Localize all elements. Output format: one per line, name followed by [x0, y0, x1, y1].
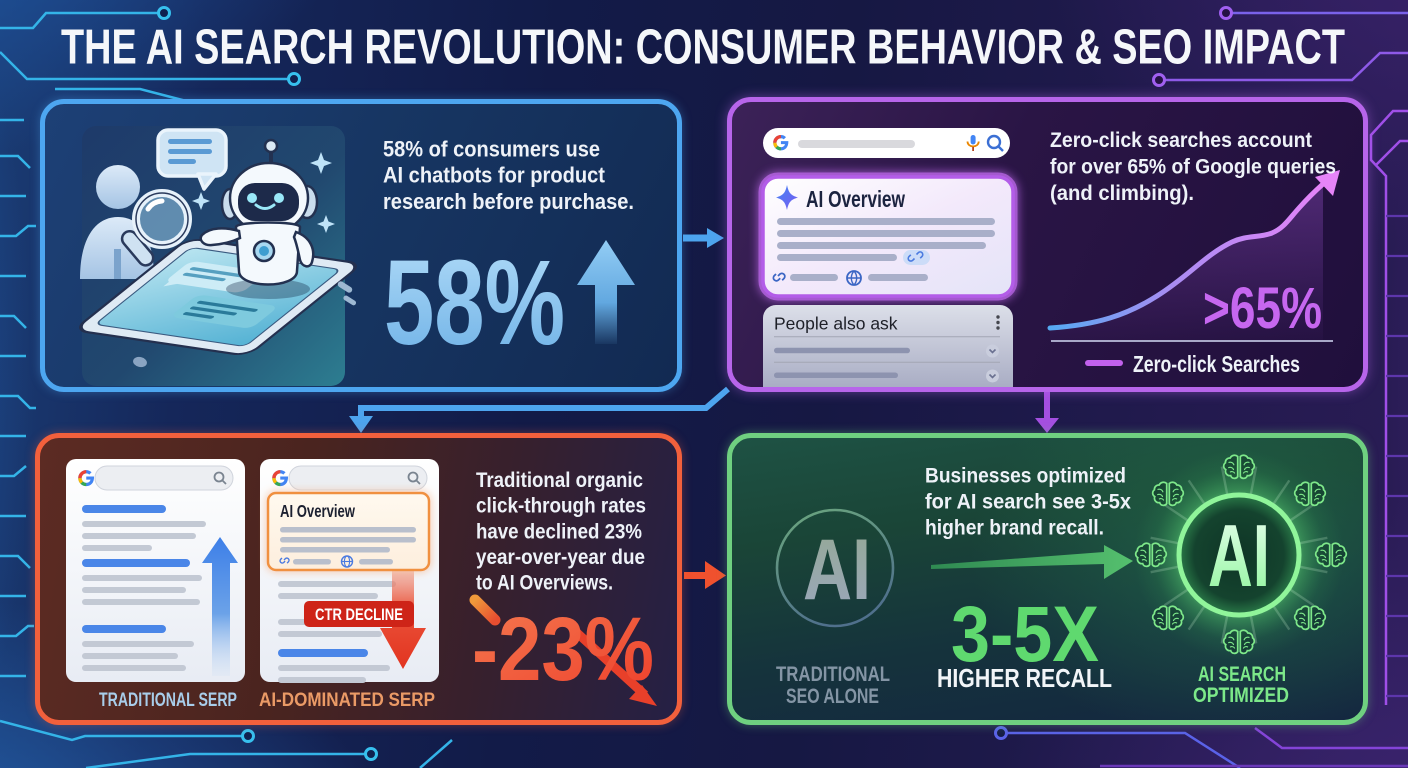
svg-text:Zero-click Searches: Zero-click Searches — [1133, 351, 1300, 377]
svg-text:research before purchase.: research before purchase. — [383, 189, 634, 214]
svg-text:CTR DECLINE: CTR DECLINE — [315, 605, 403, 624]
svg-text:AI Overview: AI Overview — [806, 186, 906, 212]
svg-text:SEO ALONE: SEO ALONE — [786, 685, 879, 708]
svg-text:Traditional organic: Traditional organic — [476, 469, 643, 492]
svg-text:Zero-click searches account: Zero-click searches account — [1050, 128, 1312, 152]
svg-text:AI: AI — [803, 522, 871, 618]
svg-text:TRADITIONAL SERP: TRADITIONAL SERP — [99, 689, 237, 711]
svg-text:to AI Overviews.: to AI Overviews. — [476, 572, 613, 595]
svg-text:AI-DOMINATED SERP: AI-DOMINATED SERP — [259, 689, 435, 711]
svg-text:AI Overview: AI Overview — [280, 501, 355, 521]
svg-text:for AI search see 3-5x: for AI search see 3-5x — [925, 490, 1131, 514]
svg-text:higher brand recall.: higher brand recall. — [925, 516, 1104, 540]
svg-text:(and climbing).: (and climbing). — [1050, 181, 1194, 205]
svg-text:TRADITIONAL: TRADITIONAL — [776, 663, 890, 686]
svg-text:AI chatbots for product: AI chatbots for product — [383, 163, 606, 188]
svg-text:AI SEARCH: AI SEARCH — [1198, 663, 1286, 686]
svg-text:HIGHER RECALL: HIGHER RECALL — [937, 665, 1112, 693]
svg-text:OPTIMIZED: OPTIMIZED — [1193, 684, 1289, 707]
svg-text:58% of consumers use: 58% of consumers use — [383, 136, 600, 161]
svg-text:58%: 58% — [384, 234, 565, 370]
svg-text:click-through rates: click-through rates — [476, 495, 646, 518]
svg-text:3-5X: 3-5X — [951, 589, 1099, 678]
svg-text:for over 65% of Google queries: for over 65% of Google queries — [1050, 155, 1336, 179]
svg-text:-23%: -23% — [472, 600, 654, 700]
svg-text:AI: AI — [1208, 506, 1270, 605]
svg-text:have declined 23%: have declined 23% — [476, 520, 642, 543]
svg-text:Businesses optimized: Businesses optimized — [925, 464, 1126, 488]
svg-text:THE AI SEARCH REVOLUTION: CONS: THE AI SEARCH REVOLUTION: CONSUMER BEHAV… — [61, 20, 1345, 75]
svg-text:>65%: >65% — [1203, 276, 1322, 341]
svg-text:year-over-year due: year-over-year due — [476, 546, 645, 569]
svg-text:People also ask: People also ask — [774, 314, 898, 334]
